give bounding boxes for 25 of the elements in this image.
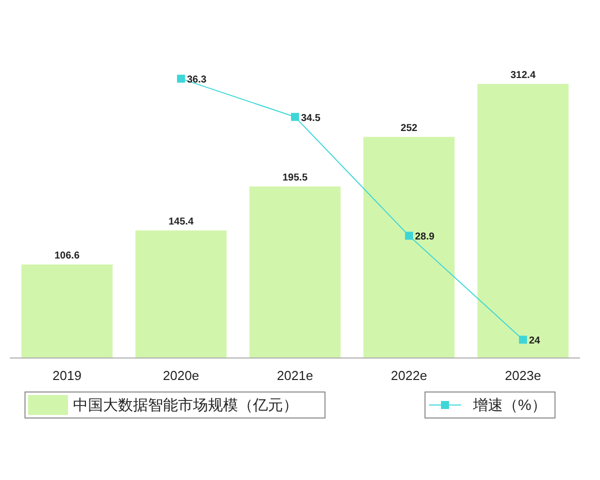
point xyxy=(177,74,185,83)
x-tick-label: 2022e xyxy=(390,368,428,383)
data-label: 312.4 xyxy=(510,70,536,81)
point xyxy=(405,232,413,240)
bar xyxy=(135,230,227,358)
data-label: 195.5 xyxy=(282,172,308,184)
legend-label: 中国大数据智能市场规模（亿元） xyxy=(73,397,298,414)
bar xyxy=(249,186,341,358)
legend-label: 增速（%） xyxy=(472,397,546,414)
point xyxy=(291,112,299,121)
data-label: 24 xyxy=(529,336,541,347)
bar xyxy=(477,84,569,358)
point xyxy=(519,336,527,344)
bar xyxy=(21,264,113,358)
data-label: 145.4 xyxy=(168,216,194,228)
x-tick-label: 2019 xyxy=(52,368,82,383)
x-tick-label: 2020e xyxy=(162,368,200,383)
data-label: 36.3 xyxy=(187,74,207,86)
bar xyxy=(363,136,455,358)
data-label: 34.5 xyxy=(301,112,321,124)
x-tick-label: 2023e xyxy=(504,368,542,383)
data-label: 106.6 xyxy=(54,250,80,262)
data-label: 28.9 xyxy=(415,232,435,243)
data-label: 252 xyxy=(400,122,418,134)
x-tick-label: 2021e xyxy=(276,368,314,383)
